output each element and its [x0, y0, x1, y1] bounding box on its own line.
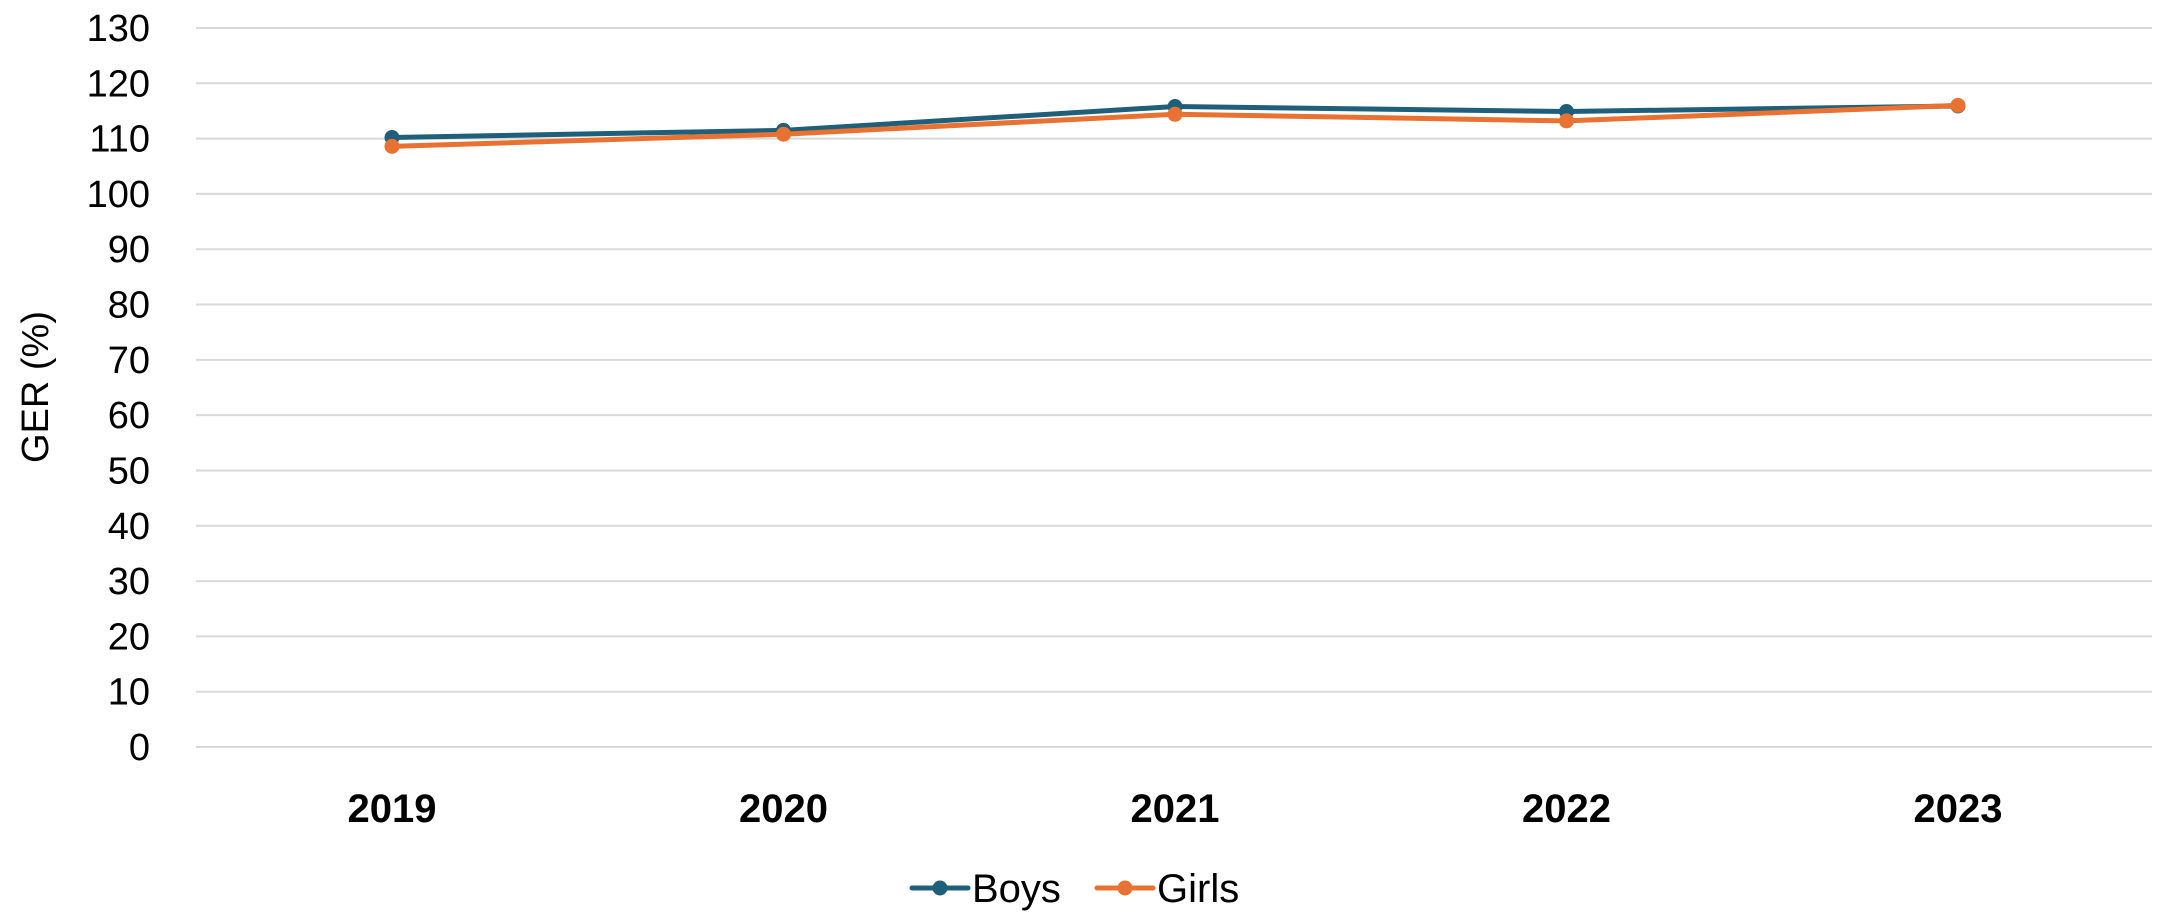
y-tick-label: 40	[108, 506, 150, 548]
x-tick-label: 2020	[739, 787, 828, 831]
y-tick-label: 70	[108, 340, 150, 382]
data-point-girls[interactable]	[384, 138, 400, 154]
y-axis-title: GER (%)	[15, 311, 57, 463]
data-point-girls[interactable]	[776, 126, 791, 142]
legend-label-girls: Girls	[1157, 867, 1239, 911]
legend[interactable]: Boys Girls	[909, 867, 1239, 911]
legend-marker-boys	[932, 880, 948, 896]
y-tick-label: 100	[87, 174, 150, 216]
y-axis-tick-labels: 0 10 20 30 40 50 60 70 80 90 100 110 120 130	[87, 8, 150, 769]
y-tick-label: 90	[108, 229, 150, 271]
gridlines	[196, 27, 2152, 748]
y-tick-label: 80	[108, 285, 150, 327]
y-tick-label: 50	[108, 450, 150, 492]
data-point-girls[interactable]	[1950, 97, 1966, 113]
x-tick-label: 2021	[1131, 787, 1220, 831]
y-tick-label: 130	[87, 8, 150, 50]
x-tick-label: 2019	[348, 787, 437, 831]
legend-label-boys: Boys	[972, 867, 1061, 911]
y-tick-label: 60	[108, 395, 150, 437]
y-tick-label: 10	[108, 672, 150, 714]
series-girls	[384, 97, 1966, 154]
y-tick-label: 120	[87, 63, 150, 105]
x-tick-label: 2022	[1522, 787, 1611, 831]
legend-item-boys[interactable]: Boys	[909, 867, 1061, 911]
x-axis-tick-labels: 2019 2020 2021 2022 2023	[348, 787, 2003, 831]
data-series	[384, 97, 1966, 154]
legend-item-girls[interactable]: Girls	[1094, 867, 1239, 911]
legend-marker-girls	[1117, 880, 1133, 896]
y-tick-label: 110	[89, 119, 150, 161]
y-tick-label: 20	[108, 616, 150, 658]
data-point-girls[interactable]	[1559, 113, 1574, 129]
x-tick-label: 2023	[1914, 787, 2003, 831]
y-tick-label: 30	[108, 561, 150, 603]
y-tick-label: 0	[129, 727, 150, 769]
data-point-girls[interactable]	[1167, 106, 1183, 122]
